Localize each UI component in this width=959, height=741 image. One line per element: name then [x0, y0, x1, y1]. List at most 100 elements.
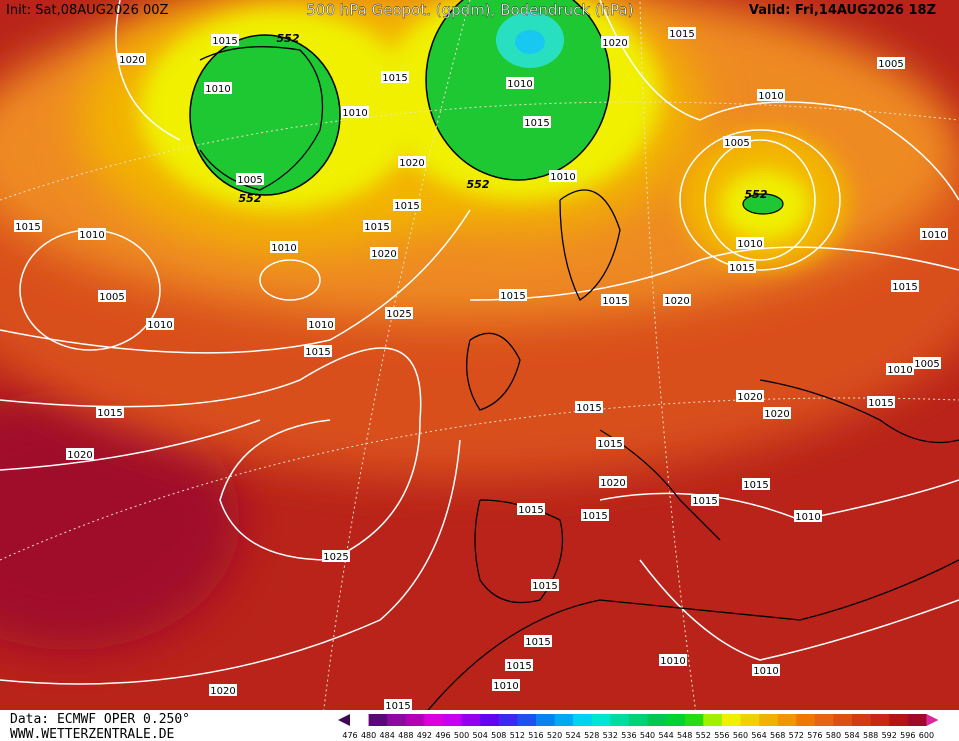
- colorbar-swatch: [870, 714, 890, 726]
- field-low: [0, 390, 240, 650]
- isobar-label: 1015: [385, 701, 410, 712]
- isobar-label-box: [236, 173, 264, 185]
- colorbar-swatch: [759, 714, 779, 726]
- colorbar-swatch: [907, 714, 927, 726]
- isobar-label-box: [363, 220, 391, 232]
- isobar-label-box: [98, 290, 126, 302]
- colorbar-swatch: [628, 714, 648, 726]
- isobar-label-box: [146, 318, 174, 330]
- colorbar-swatch: [740, 714, 760, 726]
- colorbar-label: 480: [361, 731, 376, 740]
- field-green: [742, 193, 784, 215]
- isobar-label: 1015: [692, 496, 717, 507]
- isobar-label: 1015: [743, 480, 768, 491]
- colorbar-swatch: [405, 714, 425, 726]
- colorbar-label: 596: [900, 731, 915, 740]
- isobar-label-box: [211, 34, 239, 46]
- colorbar-swatch: [889, 714, 909, 726]
- isobar-label: 1010: [79, 230, 104, 241]
- colorbar-label: 564: [751, 731, 766, 740]
- isobar-label-box: [601, 36, 629, 48]
- isobar-label: 1015: [524, 118, 549, 129]
- colorbar-label: 556: [714, 731, 729, 740]
- isobar-label-box: [723, 136, 751, 148]
- isobar-label: 1020: [371, 249, 396, 260]
- colorbar-label: 496: [435, 731, 450, 740]
- isobar-label: 1010: [308, 320, 333, 331]
- colorbar-label: 516: [528, 731, 543, 740]
- colorbar-label: 488: [398, 731, 413, 740]
- colorbar-swatch: [796, 714, 816, 726]
- colorbar-label: 592: [882, 731, 897, 740]
- isobar-label: 1025: [386, 309, 411, 320]
- isobar-label-box: [270, 241, 298, 253]
- website: WWW.WETTERZENTRALE.DE: [10, 727, 174, 741]
- isobar-label: 1015: [892, 282, 917, 293]
- colorbar-label: 548: [677, 731, 692, 740]
- isobar-label: 1015: [669, 29, 694, 40]
- isobar-label: 1010: [921, 230, 946, 241]
- isobar-label: 1010: [147, 320, 172, 331]
- isobar-label: 1015: [582, 511, 607, 522]
- isobar-label-box: [691, 494, 719, 506]
- isobar-label: 1015: [506, 661, 531, 672]
- colorbar-label: 520: [547, 731, 562, 740]
- isobar-label: 1015: [394, 201, 419, 212]
- isobar-label: 1020: [399, 158, 424, 169]
- isobar-label-box: [794, 510, 822, 522]
- colorbar-label: 568: [770, 731, 785, 740]
- isobar-label: 1005: [914, 359, 939, 370]
- isobar-label-box: [381, 71, 409, 83]
- colorbar-label: 528: [584, 731, 599, 740]
- isobar-label: 1010: [271, 243, 296, 254]
- isobar-label-box: [341, 106, 369, 118]
- isobar-label: 1020: [664, 296, 689, 307]
- isobar-labels: 1015 552 1020 1010 1015 1010 1020 1015 1010 1015 1…: [14, 27, 948, 712]
- colorbar-label: 552: [696, 731, 711, 740]
- isobar-label-box: [886, 363, 914, 375]
- isobar-label: 1020: [764, 409, 789, 420]
- colorbar-label: 584: [844, 731, 859, 740]
- isobar-label: 1010: [342, 108, 367, 119]
- isobar-label-box: [575, 401, 603, 413]
- isobar-label: 1020: [600, 478, 625, 489]
- isobar-label-box: [913, 357, 941, 369]
- colorbar-label: 540: [640, 731, 655, 740]
- colorbar-swatch: [814, 714, 834, 726]
- isobar-label: 1015: [532, 581, 557, 592]
- colorbar-swatch: [591, 714, 611, 726]
- isobar-label-box: [492, 679, 520, 691]
- isobar-label: 1010: [660, 656, 685, 667]
- colorbar-arrow: [338, 714, 350, 726]
- colorbar-swatch: [387, 714, 407, 726]
- isobar-label-box: [385, 307, 413, 319]
- isobar-label-box: [549, 170, 577, 182]
- colorbar-swatch: [573, 714, 593, 726]
- isobar-label-box: [506, 77, 534, 89]
- isobar-label-box: [728, 261, 756, 273]
- isobar-label-box: [663, 294, 691, 306]
- isobar-label: 1015: [15, 222, 40, 233]
- colorbar-swatch: [610, 714, 630, 726]
- isobar-label: 1005: [99, 292, 124, 303]
- isobar-label-box: [763, 407, 791, 419]
- colorbar-label: 536: [621, 731, 636, 740]
- isobar-label-box: [742, 478, 770, 490]
- colorbar-label: 484: [380, 731, 395, 740]
- valid-time: Valid: Fri,14AUG2026 18Z: [749, 3, 936, 18]
- colorbar-swatch: [535, 714, 556, 726]
- isobar-label-box: [505, 659, 533, 671]
- isobar-label-box: [118, 53, 146, 65]
- init-time: Init: Sat,08AUG2026 00Z: [6, 3, 169, 18]
- isobar-label: 552: [239, 192, 262, 205]
- colorbar-swatch: [852, 714, 872, 726]
- isobar-label: 1015: [518, 505, 543, 516]
- isobar-label-box: [209, 684, 237, 696]
- isobar-label: 1020: [119, 55, 144, 66]
- isobar-label-box: [499, 289, 527, 301]
- isobar-label: 1010: [550, 172, 575, 183]
- isobar-label: 1025: [323, 552, 348, 563]
